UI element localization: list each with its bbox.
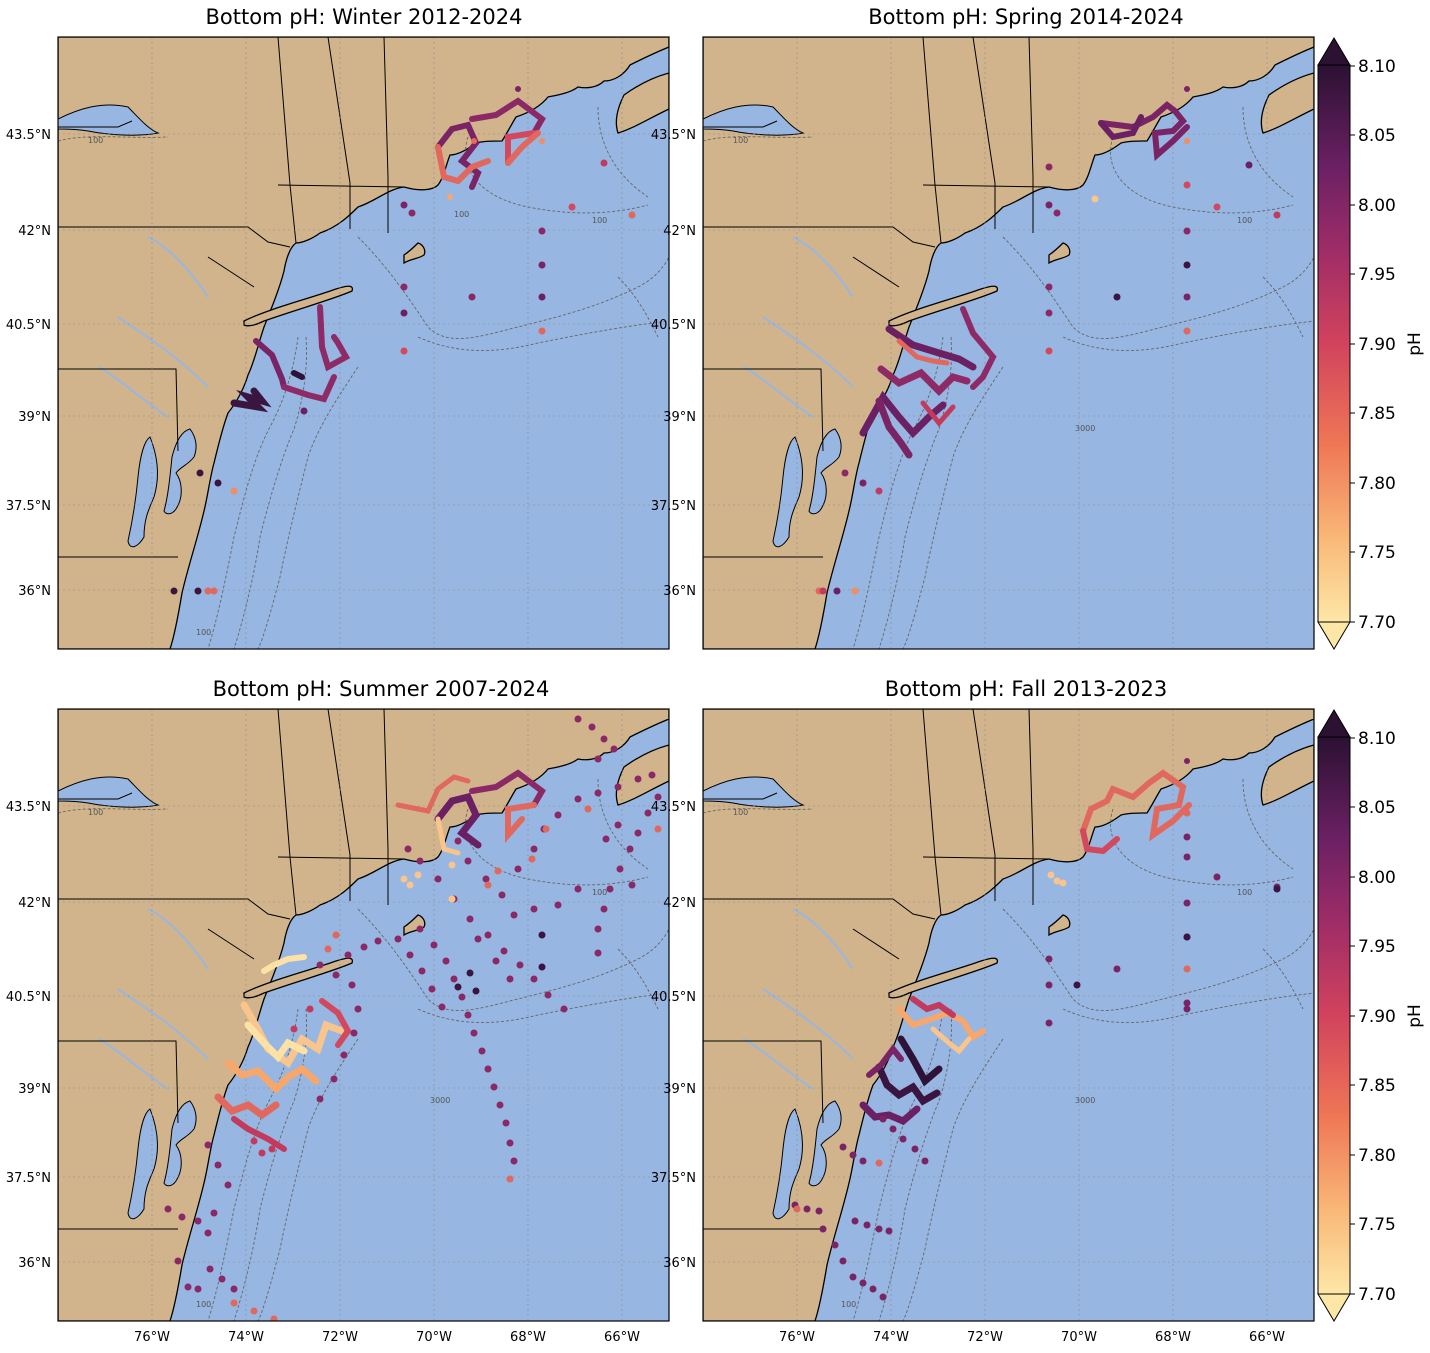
svg-text:100: 100 — [454, 210, 469, 219]
panel-title-spring: Bottom pH: Spring 2014-2024 — [868, 5, 1183, 29]
svg-text:66°W: 66°W — [1249, 1330, 1285, 1345]
svg-text:70°W: 70°W — [416, 1330, 452, 1345]
svg-text:100: 100 — [88, 808, 103, 817]
svg-text:7.85: 7.85 — [1358, 404, 1396, 424]
svg-text:3000: 3000 — [1075, 424, 1095, 433]
svg-text:37.5°N: 37.5°N — [651, 1171, 696, 1186]
svg-text:39°N: 39°N — [18, 1082, 51, 1097]
lat-ticks-winter: 43.5°N 42°N 40.5°N 39°N 37.5°N 36°N — [6, 128, 51, 599]
svg-text:72°W: 72°W — [967, 1330, 1003, 1345]
svg-text:42°N: 42°N — [18, 224, 51, 239]
lat-ticks-spring: 43.5°N 42°N 40.5°N 39°N 37.5°N 36°N — [651, 128, 696, 599]
svg-text:42°N: 42°N — [663, 224, 696, 239]
svg-text:36°N: 36°N — [663, 1256, 696, 1271]
map-panel-fall: 100 100 100 3000 — [702, 708, 1315, 1322]
svg-text:42°N: 42°N — [663, 896, 696, 911]
svg-text:7.70: 7.70 — [1358, 613, 1396, 633]
svg-text:43.5°N: 43.5°N — [651, 128, 696, 143]
svg-text:7.70: 7.70 — [1358, 1285, 1396, 1305]
svg-text:8.05: 8.05 — [1358, 798, 1396, 818]
map-panel-summer: 100 100 100 3000 — [57, 708, 670, 1322]
svg-text:74°W: 74°W — [873, 1330, 909, 1345]
data-points-winter — [170, 86, 636, 595]
svg-text:43.5°N: 43.5°N — [651, 800, 696, 815]
svg-text:100: 100 — [592, 216, 607, 225]
svg-text:7.90: 7.90 — [1358, 335, 1396, 355]
svg-text:7.95: 7.95 — [1358, 265, 1396, 285]
svg-text:8.00: 8.00 — [1358, 868, 1396, 888]
lat-ticks-fall: 43.5°N 42°N 40.5°N 39°N 37.5°N 36°N — [651, 800, 696, 1271]
svg-text:8.10: 8.10 — [1358, 57, 1396, 77]
svg-text:39°N: 39°N — [18, 410, 51, 425]
colorbar-ticks-top: 8.10 8.05 8.00 7.95 7.90 7.85 7.80 7.75 … — [1350, 57, 1396, 633]
svg-text:100: 100 — [733, 136, 748, 145]
svg-text:7.95: 7.95 — [1358, 937, 1396, 957]
svg-text:100: 100 — [1237, 888, 1252, 897]
data-points-fall — [791, 758, 1281, 1301]
svg-text:7.80: 7.80 — [1358, 1146, 1396, 1166]
svg-text:37.5°N: 37.5°N — [651, 499, 696, 514]
svg-text:8.00: 8.00 — [1358, 196, 1396, 216]
svg-text:7.90: 7.90 — [1358, 1007, 1396, 1027]
panel-title-summer: Bottom pH: Summer 2007-2024 — [213, 677, 550, 701]
svg-text:74°W: 74°W — [228, 1330, 264, 1345]
svg-text:68°W: 68°W — [510, 1330, 546, 1345]
panel-title-winter: Bottom pH: Winter 2012-2024 — [206, 5, 523, 29]
svg-text:76°W: 76°W — [134, 1330, 170, 1345]
lon-ticks-summer: 76°W 74°W 72°W 70°W 68°W 66°W — [134, 1330, 640, 1345]
svg-text:39°N: 39°N — [663, 1082, 696, 1097]
colorbar-label-bottom: pH — [1405, 1004, 1425, 1028]
svg-text:70°W: 70°W — [1061, 1330, 1097, 1345]
svg-text:100: 100 — [1237, 216, 1252, 225]
data-points-spring — [815, 86, 1281, 595]
svg-text:36°N: 36°N — [663, 584, 696, 599]
svg-text:3000: 3000 — [1075, 1096, 1095, 1105]
map-panel-winter: 100 100 100 100 — [57, 36, 670, 650]
svg-text:42°N: 42°N — [18, 896, 51, 911]
svg-text:3000: 3000 — [430, 1096, 450, 1105]
svg-text:7.75: 7.75 — [1358, 543, 1396, 563]
svg-text:66°W: 66°W — [604, 1330, 640, 1345]
lon-ticks-fall: 76°W 74°W 72°W 70°W 68°W 66°W — [779, 1330, 1285, 1345]
svg-text:8.05: 8.05 — [1358, 126, 1396, 146]
svg-text:100: 100 — [592, 888, 607, 897]
svg-text:7.75: 7.75 — [1358, 1215, 1396, 1235]
svg-text:39°N: 39°N — [663, 410, 696, 425]
svg-text:100: 100 — [196, 628, 211, 637]
svg-text:100: 100 — [733, 808, 748, 817]
colorbar-ticks-bottom: 8.10 8.05 8.00 7.95 7.90 7.85 7.80 7.75 … — [1350, 729, 1396, 1305]
svg-text:100: 100 — [196, 1300, 211, 1309]
svg-text:37.5°N: 37.5°N — [6, 499, 51, 514]
colorbar-label-top: pH — [1405, 332, 1425, 356]
lat-ticks-summer: 43.5°N 42°N 40.5°N 39°N 37.5°N 36°N — [6, 800, 51, 1271]
data-points-summer — [164, 715, 662, 1321]
svg-text:43.5°N: 43.5°N — [6, 800, 51, 815]
panel-title-fall: Bottom pH: Fall 2013-2023 — [885, 677, 1167, 701]
svg-text:8.10: 8.10 — [1358, 729, 1396, 749]
svg-text:76°W: 76°W — [779, 1330, 815, 1345]
map-panel-spring: 100 100 3000 — [702, 36, 1315, 650]
svg-text:43.5°N: 43.5°N — [6, 128, 51, 143]
svg-text:68°W: 68°W — [1155, 1330, 1191, 1345]
svg-text:100: 100 — [88, 136, 103, 145]
svg-text:36°N: 36°N — [18, 1256, 51, 1271]
svg-text:7.80: 7.80 — [1358, 474, 1396, 494]
svg-text:37.5°N: 37.5°N — [6, 1171, 51, 1186]
svg-text:40.5°N: 40.5°N — [651, 990, 696, 1005]
svg-text:100: 100 — [841, 1300, 856, 1309]
colorbar-bottom: 8.10 8.05 8.00 7.95 7.90 7.85 7.80 7.75 … — [1317, 709, 1425, 1322]
svg-text:7.85: 7.85 — [1358, 1076, 1396, 1096]
svg-text:40.5°N: 40.5°N — [651, 318, 696, 333]
svg-text:72°W: 72°W — [322, 1330, 358, 1345]
svg-text:40.5°N: 40.5°N — [6, 990, 51, 1005]
svg-text:40.5°N: 40.5°N — [6, 318, 51, 333]
svg-text:36°N: 36°N — [18, 584, 51, 599]
colorbar-top: 8.10 8.05 8.00 7.95 7.90 7.85 7.80 7.75 … — [1317, 37, 1425, 650]
